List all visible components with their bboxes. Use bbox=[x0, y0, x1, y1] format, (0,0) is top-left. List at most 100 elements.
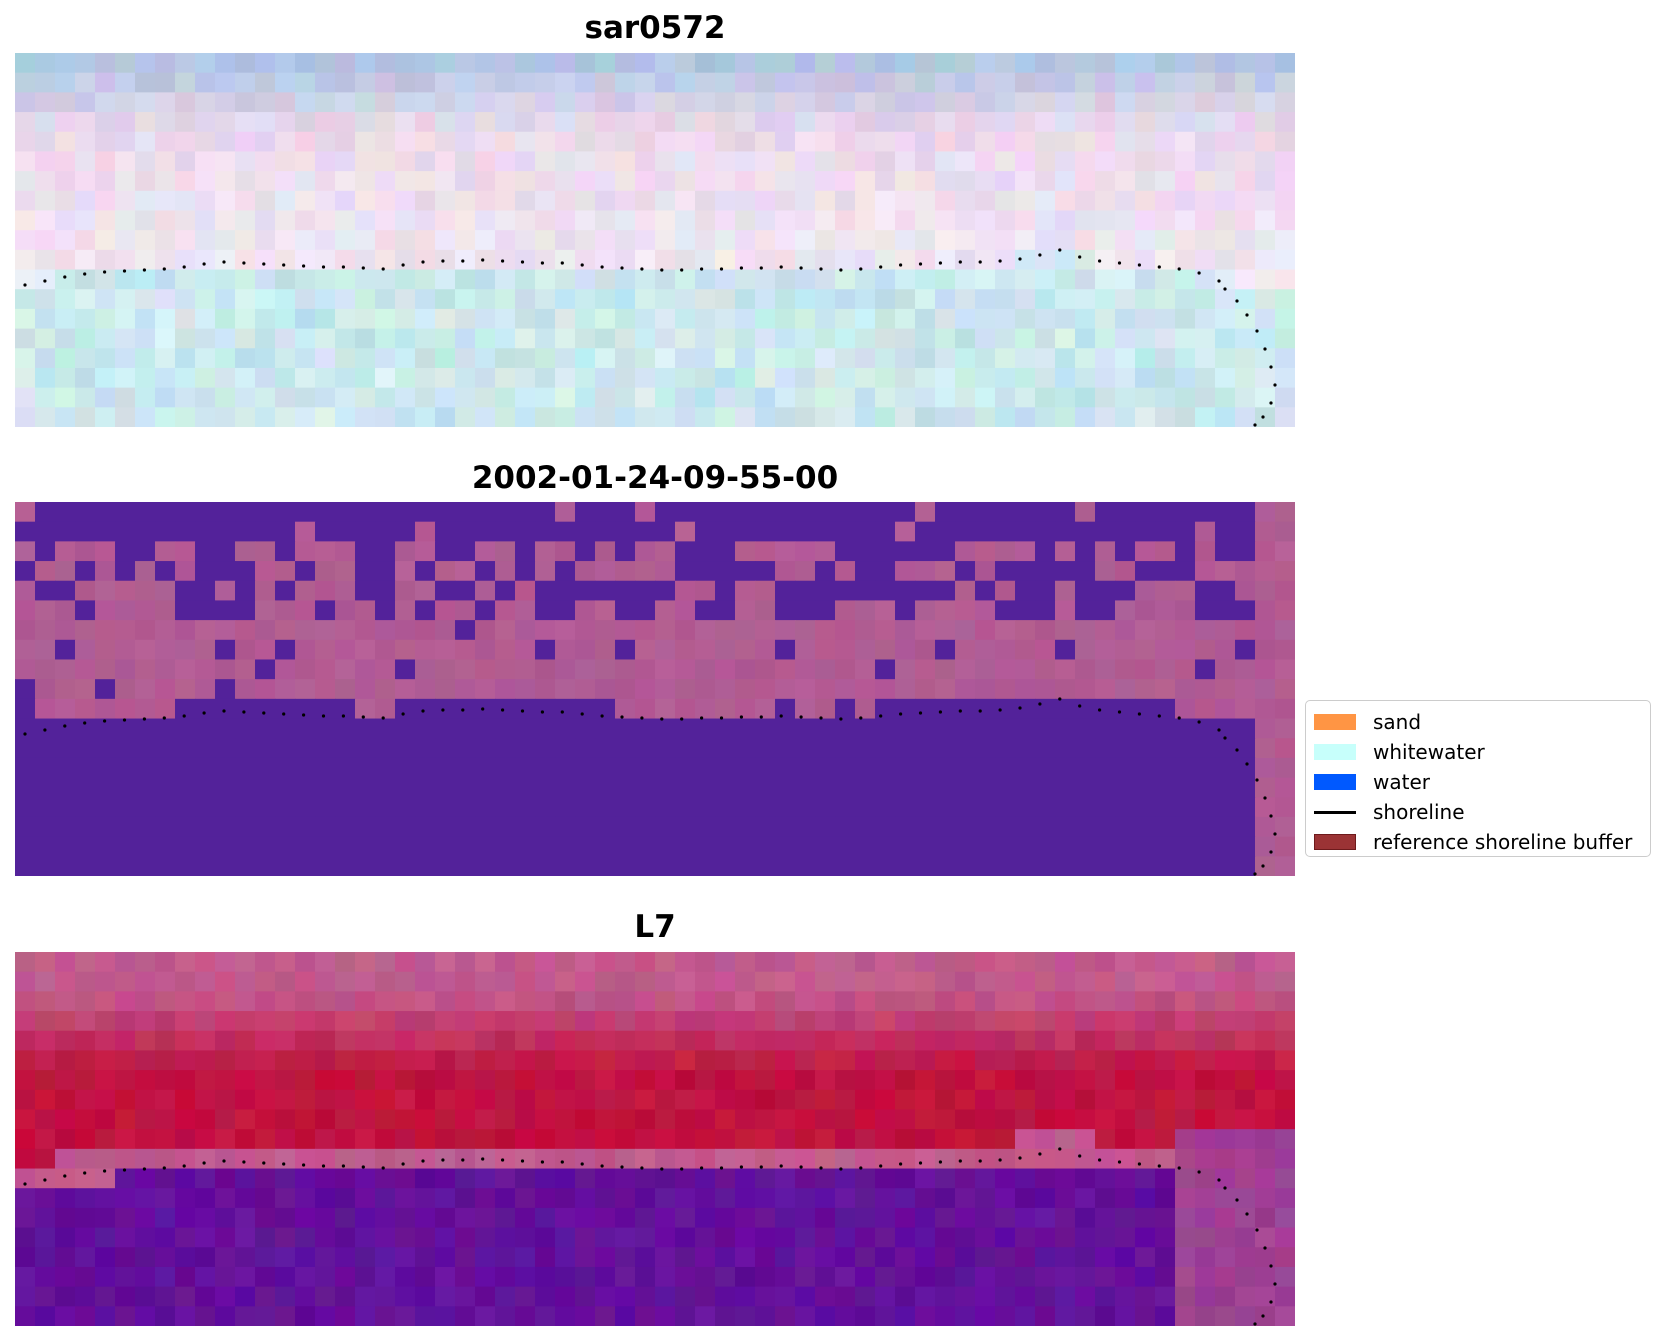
image-pixel bbox=[1135, 92, 1156, 113]
image-pixel bbox=[895, 1011, 916, 1032]
image-pixel bbox=[735, 738, 756, 759]
image-pixel bbox=[1115, 210, 1136, 231]
image-pixel bbox=[155, 131, 176, 153]
image-pixel bbox=[55, 387, 76, 408]
image-pixel bbox=[75, 230, 96, 251]
image-pixel bbox=[175, 1011, 196, 1032]
image-pixel bbox=[135, 112, 156, 133]
image-pixel bbox=[1255, 171, 1276, 192]
image-pixel bbox=[215, 190, 236, 212]
image-pixel bbox=[375, 971, 396, 992]
image-pixel bbox=[1055, 131, 1076, 153]
image-pixel bbox=[15, 679, 36, 700]
image-pixel bbox=[1035, 269, 1056, 290]
image-pixel bbox=[15, 639, 36, 661]
image-pixel bbox=[515, 112, 536, 133]
image-pixel bbox=[1235, 856, 1256, 876]
image-pixel bbox=[395, 777, 416, 798]
image-pixel bbox=[1015, 407, 1036, 427]
image-pixel bbox=[455, 836, 476, 857]
image-pixel bbox=[1215, 1266, 1236, 1288]
image-pixel bbox=[495, 1306, 516, 1326]
image-pixel bbox=[95, 387, 116, 408]
image-pixel bbox=[195, 407, 216, 427]
image-pixel bbox=[195, 541, 216, 562]
image-pixel bbox=[675, 639, 696, 661]
image-pixel bbox=[15, 269, 36, 290]
image-pixel bbox=[115, 308, 136, 330]
image-pixel bbox=[1255, 659, 1276, 680]
image-pixel bbox=[535, 387, 556, 408]
image-pixel bbox=[1215, 131, 1236, 153]
image-pixel bbox=[1075, 112, 1096, 133]
image-pixel bbox=[1235, 328, 1256, 349]
shoreline-point bbox=[1078, 1154, 1082, 1158]
image-pixel bbox=[475, 72, 496, 93]
image-pixel bbox=[1215, 561, 1236, 582]
image-pixel bbox=[415, 72, 436, 93]
image-pixel bbox=[555, 1050, 576, 1071]
image-pixel bbox=[195, 72, 216, 93]
image-pixel bbox=[175, 620, 196, 641]
image-pixel bbox=[655, 171, 676, 192]
image-pixel bbox=[55, 171, 76, 192]
image-pixel bbox=[1275, 1050, 1295, 1071]
image-pixel bbox=[55, 53, 76, 74]
image-pixel bbox=[1175, 952, 1196, 973]
image-pixel bbox=[115, 1050, 136, 1071]
image-pixel bbox=[1035, 797, 1056, 818]
image-pixel bbox=[1075, 230, 1096, 251]
image-pixel bbox=[1215, 1188, 1236, 1209]
image-pixel bbox=[515, 171, 536, 192]
image-pixel bbox=[1035, 328, 1056, 349]
image-pixel bbox=[235, 1168, 256, 1189]
image-pixel bbox=[375, 541, 396, 562]
image-pixel bbox=[635, 777, 656, 798]
image-pixel bbox=[995, 151, 1016, 172]
image-pixel bbox=[1115, 151, 1136, 172]
reference-buffer-swatch bbox=[1314, 834, 1356, 850]
image-pixel bbox=[135, 698, 156, 720]
image-pixel bbox=[215, 131, 236, 153]
image-pixel bbox=[1195, 971, 1216, 992]
image-pixel bbox=[775, 1306, 796, 1326]
image-pixel bbox=[1075, 328, 1096, 349]
image-pixel bbox=[835, 53, 856, 74]
image-pixel bbox=[55, 1247, 76, 1268]
image-pixel bbox=[895, 1030, 916, 1052]
image-pixel bbox=[235, 1207, 256, 1229]
image-pixel bbox=[1115, 1148, 1136, 1170]
image-pixel bbox=[335, 230, 356, 251]
image-pixel bbox=[1175, 856, 1196, 876]
image-pixel bbox=[195, 1188, 216, 1209]
image-pixel bbox=[275, 836, 296, 857]
image-pixel bbox=[195, 620, 216, 641]
image-pixel bbox=[175, 1188, 196, 1209]
image-pixel bbox=[1035, 249, 1056, 271]
image-pixel bbox=[335, 816, 356, 838]
image-pixel bbox=[135, 777, 156, 798]
image-pixel bbox=[875, 991, 896, 1012]
image-pixel bbox=[515, 131, 536, 153]
image-pixel bbox=[875, 659, 896, 680]
image-pixel bbox=[995, 1286, 1016, 1307]
image-pixel bbox=[975, 1227, 996, 1248]
shoreline-point bbox=[222, 709, 226, 713]
image-pixel bbox=[15, 757, 36, 779]
image-pixel bbox=[75, 367, 96, 389]
image-pixel bbox=[215, 1129, 236, 1150]
image-pixel bbox=[915, 1070, 936, 1091]
image-pixel bbox=[1115, 1207, 1136, 1229]
image-pixel bbox=[215, 1286, 236, 1307]
image-pixel bbox=[1075, 816, 1096, 838]
image-pixel bbox=[955, 600, 976, 621]
image-pixel bbox=[595, 718, 616, 739]
shoreline-point bbox=[341, 1164, 345, 1168]
image-pixel bbox=[455, 856, 476, 876]
image-pixel bbox=[235, 718, 256, 739]
image-pixel bbox=[55, 561, 76, 582]
image-pixel bbox=[1215, 816, 1236, 838]
image-pixel bbox=[895, 777, 916, 798]
image-pixel bbox=[75, 600, 96, 621]
image-pixel bbox=[415, 757, 436, 779]
